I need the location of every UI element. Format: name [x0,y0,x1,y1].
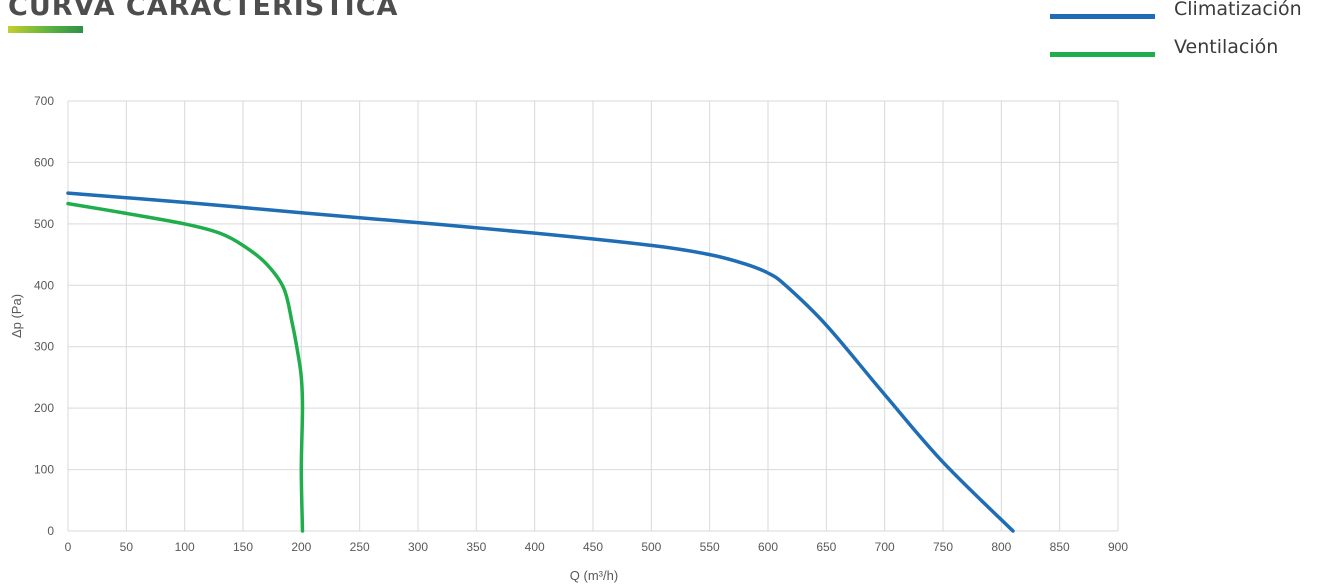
x-tick-label: 350 [466,540,486,554]
x-tick-label: 550 [700,540,720,554]
x-tick-label: 750 [933,540,953,554]
y-axis-label: Δp (Pa) [9,294,24,338]
page-title: CURVA CARACTERÍSTICA [8,0,399,22]
x-tick-label: 700 [875,540,895,554]
series-line-1 [66,201,305,533]
x-tick-label: 450 [583,540,603,554]
x-tick-label: 50 [120,540,134,554]
x-tick-label: 400 [525,540,545,554]
legend-swatch-ventilacion [1050,52,1155,57]
x-tick-label: 800 [991,540,1011,554]
x-tick-label: 300 [408,540,428,554]
legend-label-ventilacion: Ventilación [1174,36,1279,58]
chart-ticks: 0 100 200 300 400 500 600 700 0 50 100 150 200 250 300… [34,94,1128,554]
y-tick-label: 700 [34,94,54,108]
x-tick-label: 600 [758,540,778,554]
y-tick-label: 500 [34,217,54,231]
y-tick-label: 400 [34,278,54,292]
y-tick-label: 0 [47,524,54,538]
chart-lines [66,191,1015,533]
chart-grid [67,100,1119,532]
x-axis-label: Q (m³/h) [570,568,618,583]
y-tick-label: 100 [34,463,54,477]
x-tick-label: 100 [175,540,195,554]
x-tick-label: 850 [1050,540,1070,554]
x-tick-label: 200 [291,540,311,554]
legend-swatch-climatizacion [1050,14,1155,19]
y-tick-label: 600 [34,155,54,169]
x-tick-label: 250 [350,540,370,554]
title-accent-bar [8,26,83,33]
series-line-0 [66,191,1015,533]
x-tick-label: 150 [233,540,253,554]
y-tick-label: 300 [34,340,54,354]
x-tick-label: 650 [816,540,836,554]
x-tick-label: 900 [1108,540,1128,554]
x-tick-label: 0 [65,540,72,554]
x-tick-label: 500 [641,540,661,554]
legend-label-climatizacion: Climatización [1174,0,1302,20]
y-tick-label: 200 [34,401,54,415]
